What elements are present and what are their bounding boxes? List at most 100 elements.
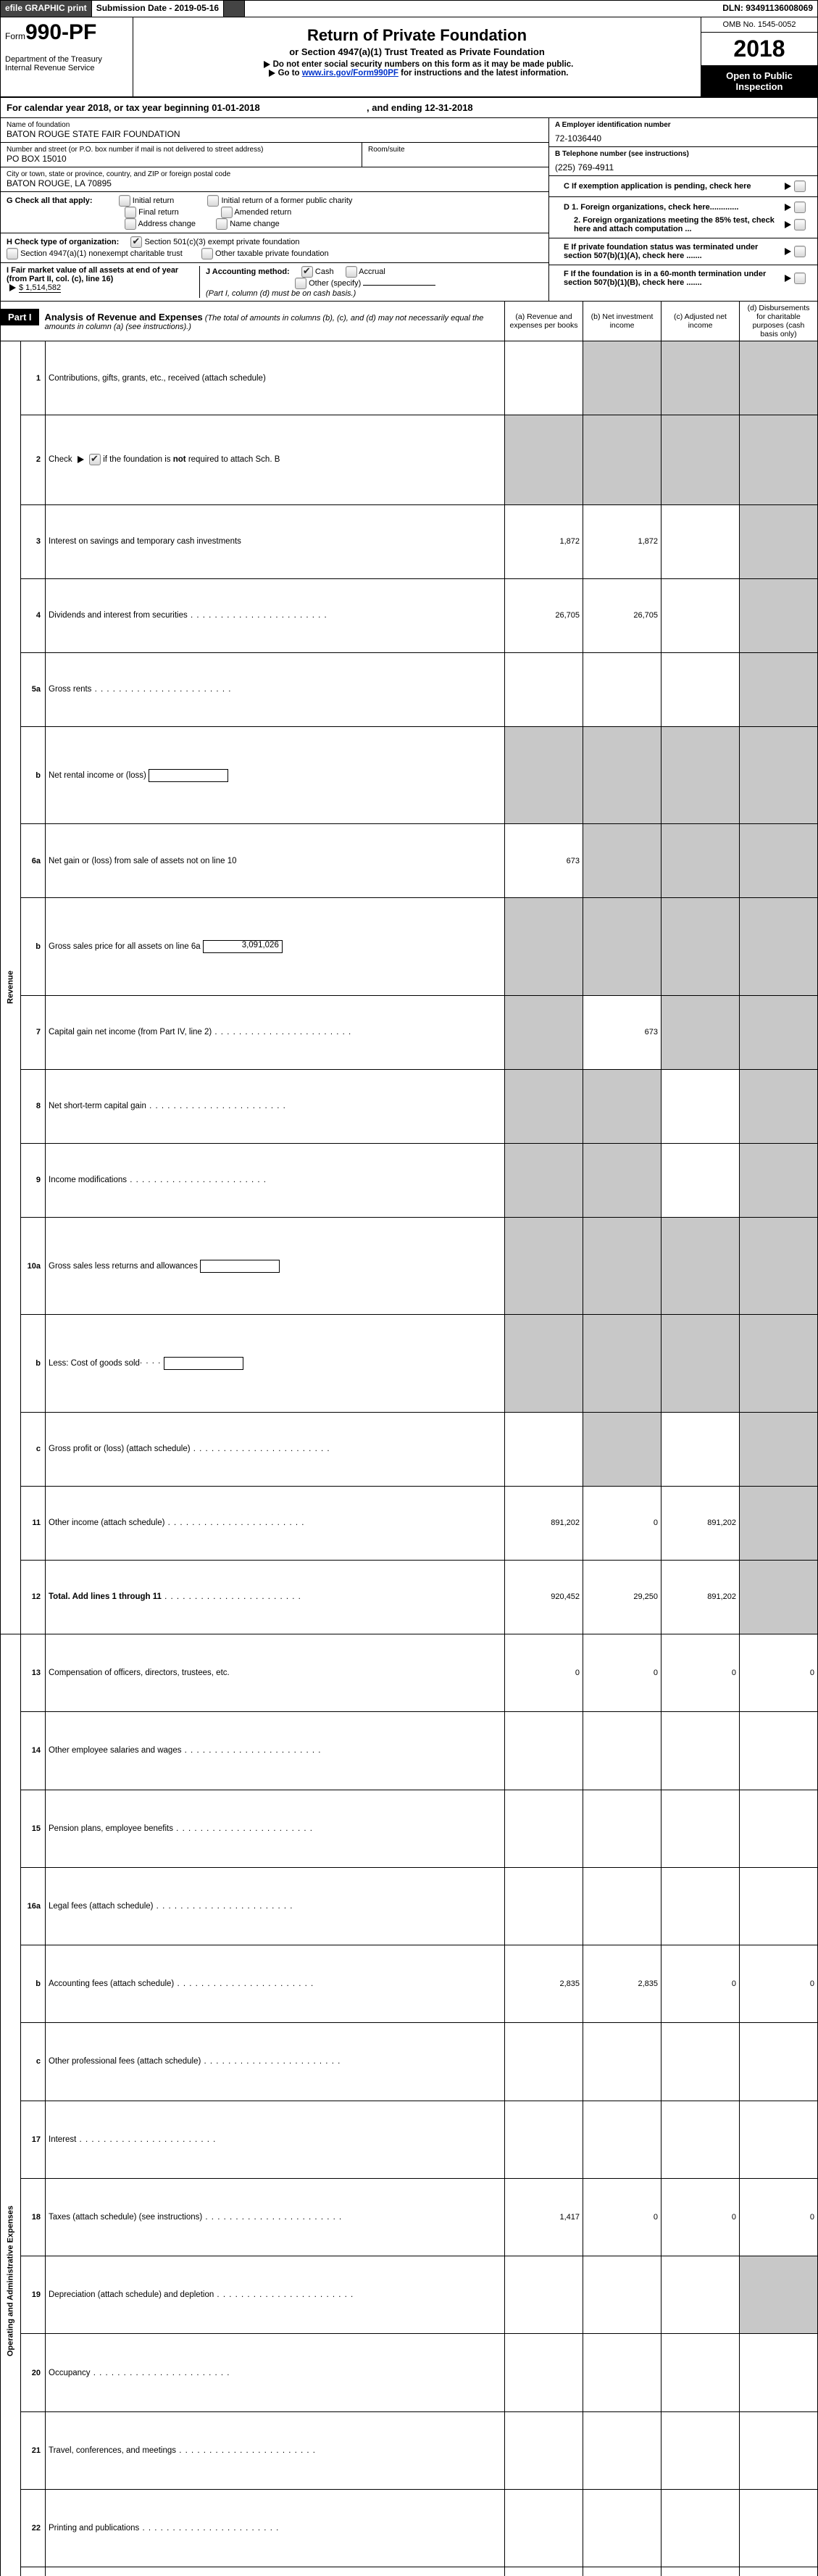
chk-address-change[interactable] — [125, 218, 136, 230]
ln-19: 19 — [21, 2256, 46, 2334]
top-spacer — [245, 1, 718, 17]
desc-10c: Gross profit or (loss) (attach schedule) — [46, 1412, 505, 1486]
calendar-year-row: For calendar year 2018, or tax year begi… — [0, 98, 818, 118]
col-c-header: (c) Adjusted net income — [662, 302, 740, 341]
chk-foreign-85[interactable] — [794, 219, 806, 230]
opt-other-taxable: Other taxable private foundation — [215, 249, 329, 258]
submission-date: Submission Date - 2019-05-16 — [92, 1, 224, 17]
chk-4947[interactable] — [7, 248, 18, 259]
form-number: Form990-PF — [5, 20, 128, 45]
desc-13: Compensation of officers, directors, tru… — [46, 1634, 505, 1712]
r6a-a: 673 — [505, 824, 583, 898]
chk-accrual[interactable] — [346, 266, 357, 278]
chk-other-taxable[interactable] — [201, 248, 213, 259]
room-suite-cell: Room/suite — [362, 143, 548, 167]
ln-16a: 16a — [21, 1867, 46, 1945]
ssn-warning: Do not enter social security numbers on … — [273, 60, 574, 69]
chk-amended-return[interactable] — [221, 207, 233, 218]
triangle-icon — [785, 204, 791, 211]
row-16b: b Accounting fees (attach schedule) 2,83… — [1, 1945, 818, 2023]
section-d: D 1. Foreign organizations, check here..… — [549, 197, 817, 238]
ln-10c: c — [21, 1412, 46, 1486]
room-suite-label: Room/suite — [368, 146, 543, 154]
desc-8: Net short-term capital gain — [46, 1069, 505, 1143]
chk-cash[interactable] — [301, 266, 313, 278]
desc-12-text: Total. Add lines 1 through 11 — [49, 1592, 162, 1601]
chk-501c3[interactable] — [130, 236, 142, 248]
street-address-label: Number and street (or P.O. box number if… — [7, 146, 356, 154]
ln-16b: b — [21, 1945, 46, 2023]
section-c: C If exemption application is pending, c… — [549, 176, 817, 197]
chk-other-method[interactable] — [295, 278, 306, 289]
header-left: Form990-PF Department of the Treasury In… — [1, 17, 133, 96]
desc-18: Taxes (attach schedule) (see instruction… — [46, 2178, 505, 2256]
row-23: 23 Other expenses (attach schedule) 702,… — [1, 2567, 818, 2576]
r4-a: 26,705 — [505, 578, 583, 652]
desc-6a: Net gain or (loss) from sale of assets n… — [46, 824, 505, 898]
ln-6b: b — [21, 898, 46, 995]
chk-name-change[interactable] — [216, 218, 228, 230]
opt-501c3: Section 501(c)(3) exempt private foundat… — [144, 238, 299, 246]
r16b-d: 0 — [740, 1945, 818, 2023]
foundation-name: BATON ROUGE STATE FAIR FOUNDATION — [7, 129, 543, 139]
desc-17: Interest — [46, 2101, 505, 2178]
ln-14: 14 — [21, 1712, 46, 1790]
part1-table: Part I Analysis of Revenue and Expenses … — [0, 301, 818, 2576]
opt-initial-return: Initial return — [133, 196, 174, 205]
city-cell: City or town, state or province, country… — [1, 167, 548, 192]
desc-8-text: Net short-term capital gain — [49, 1102, 146, 1110]
r13-b: 0 — [583, 1634, 662, 1712]
triangle-icon — [264, 61, 270, 68]
submission-date-label: Submission Date - — [96, 3, 175, 13]
tel-label: B Telephone number (see instructions) — [555, 150, 689, 158]
desc-20: Occupancy — [46, 2334, 505, 2411]
ln-22: 22 — [21, 2489, 46, 2567]
chk-foreign-org[interactable] — [794, 201, 806, 213]
box-10a — [200, 1260, 280, 1273]
desc-10a-text: Gross sales less returns and allowances — [49, 1262, 198, 1271]
desc-17-text: Interest — [49, 2135, 76, 2144]
omb-number: OMB No. 1545-0052 — [701, 17, 817, 33]
desc-16a-text: Legal fees (attach schedule) — [49, 1902, 153, 1911]
desc-16b: Accounting fees (attach schedule) — [46, 1945, 505, 2023]
ident-left: Name of foundation BATON ROUGE STATE FAI… — [1, 118, 548, 301]
desc-11: Other income (attach schedule) — [46, 1486, 505, 1560]
chk-initial-former[interactable] — [207, 195, 219, 207]
desc-5a-text: Gross rents — [49, 685, 91, 694]
chk-initial-return[interactable] — [119, 195, 130, 207]
row-16a: 16a Legal fees (attach schedule) — [1, 1867, 818, 1945]
ln-3: 3 — [21, 504, 46, 578]
d1-label: D 1. Foreign organizations, check here..… — [564, 203, 738, 212]
spacer-dark — [224, 1, 245, 17]
chk-final-return[interactable] — [125, 207, 136, 218]
ln-5b: b — [21, 726, 46, 823]
desc-19: Depreciation (attach schedule) and deple… — [46, 2256, 505, 2334]
col-b-header: (b) Net investment income — [583, 302, 662, 341]
ln-5a: 5a — [21, 652, 46, 726]
r13-c: 0 — [662, 1634, 740, 1712]
form-word: Form — [5, 31, 25, 41]
desc-15: Pension plans, employee benefits — [46, 1790, 505, 1867]
r12-a: 920,452 — [505, 1560, 583, 1634]
e-label: E If private foundation status was termi… — [564, 243, 758, 260]
row-10a: 10a Gross sales less returns and allowan… — [1, 1217, 818, 1314]
ln-15: 15 — [21, 1790, 46, 1867]
chk-sch-b[interactable] — [89, 454, 101, 465]
chk-60-month[interactable] — [794, 273, 806, 284]
desc-15-text: Pension plans, employee benefits — [49, 1824, 173, 1833]
desc-7-text: Capital gain net income (from Part IV, l… — [49, 1028, 212, 1036]
chk-exemption-pending[interactable] — [794, 180, 806, 192]
ln-4: 4 — [21, 578, 46, 652]
desc-9-text: Income modifications — [49, 1176, 127, 1184]
efile-top-bar: efile GRAPHIC print Submission Date - 20… — [0, 0, 818, 17]
ln-2: 2 — [21, 415, 46, 505]
row-5a: 5a Gross rents — [1, 652, 818, 726]
irs-link[interactable]: www.irs.gov/Form990PF — [302, 69, 398, 78]
row-22: 22 Printing and publications — [1, 2489, 818, 2567]
r13-a: 0 — [505, 1634, 583, 1712]
desc-2: Check if the foundation is not required … — [46, 415, 505, 505]
chk-status-terminated[interactable] — [794, 246, 806, 257]
row-9: 9 Income modifications — [1, 1143, 818, 1217]
dln-label: DLN: — [722, 3, 746, 13]
opt-name-change: Name change — [230, 220, 280, 228]
